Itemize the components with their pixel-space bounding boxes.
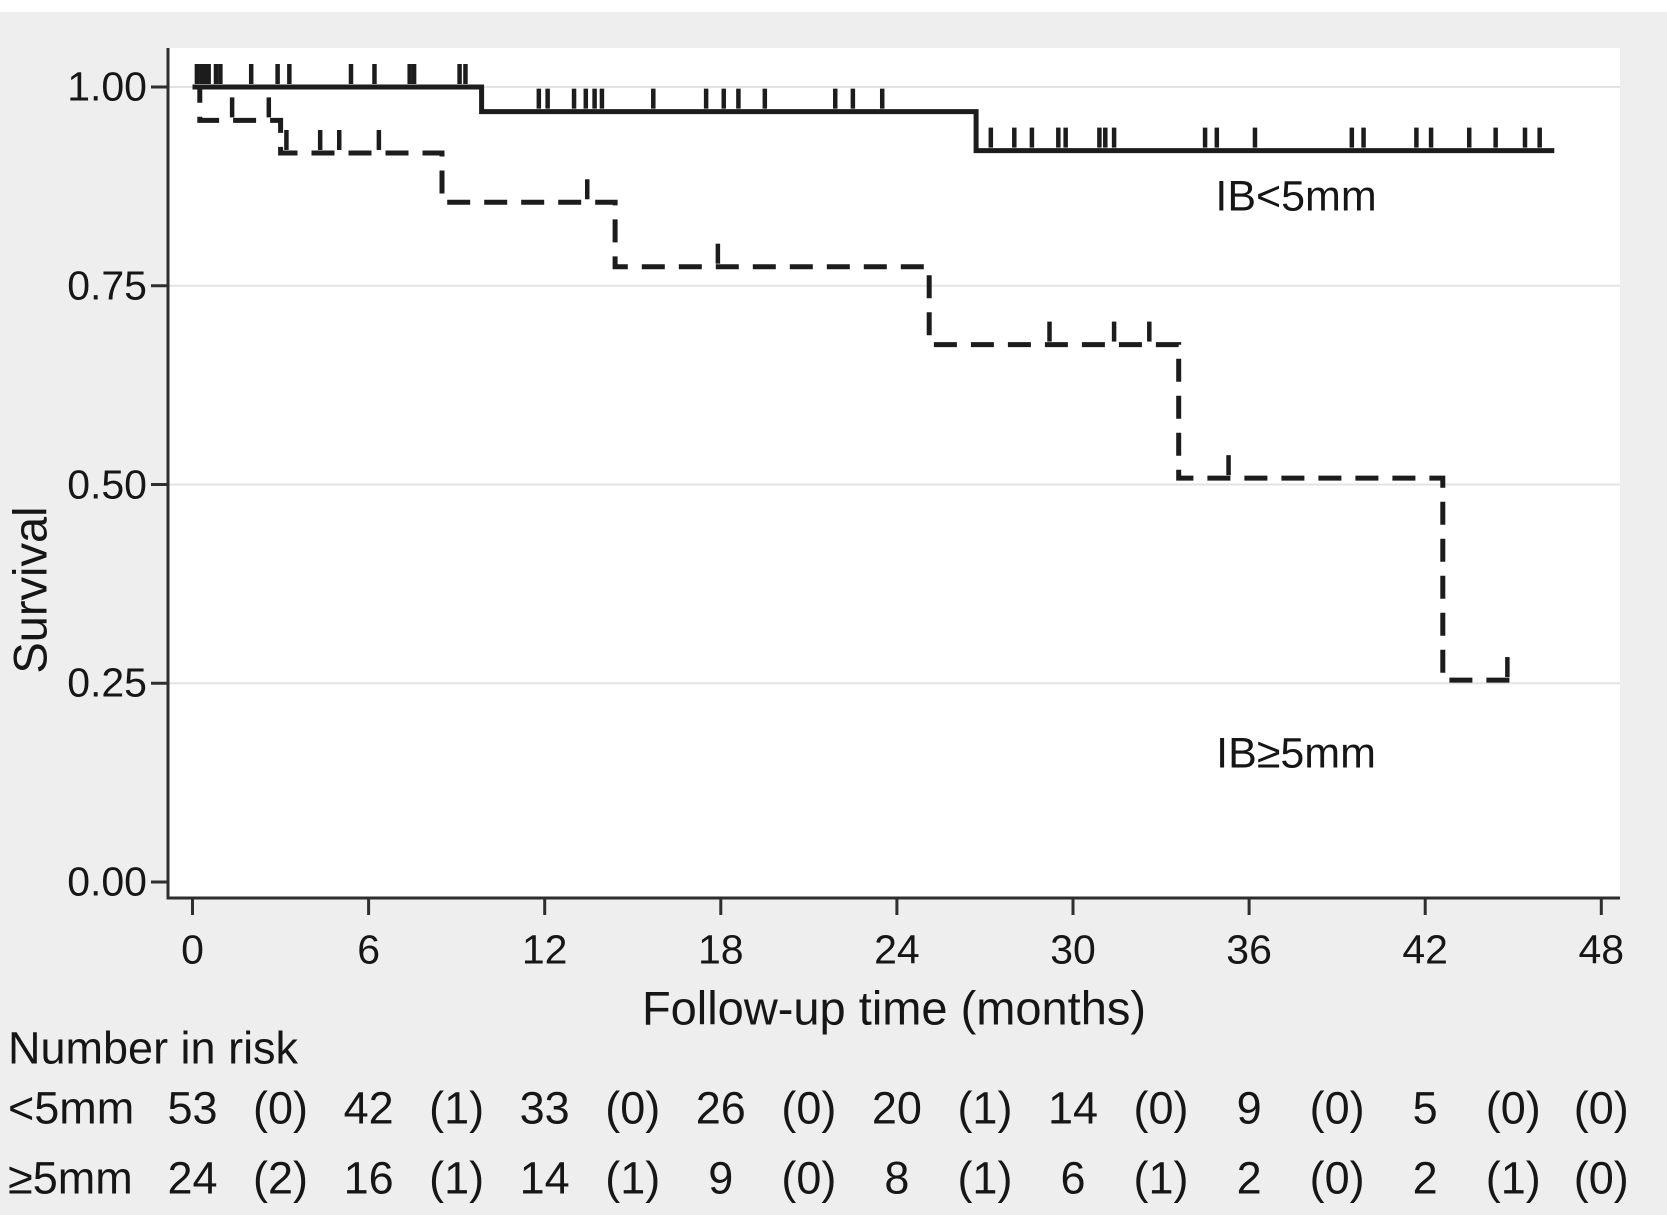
survival-curve-ib-ge-5mm [192,84,1511,683]
top-margin-strip [0,0,1667,12]
survival-curve-ib-lt-5mm [192,84,1555,154]
plot-area [168,48,1620,898]
